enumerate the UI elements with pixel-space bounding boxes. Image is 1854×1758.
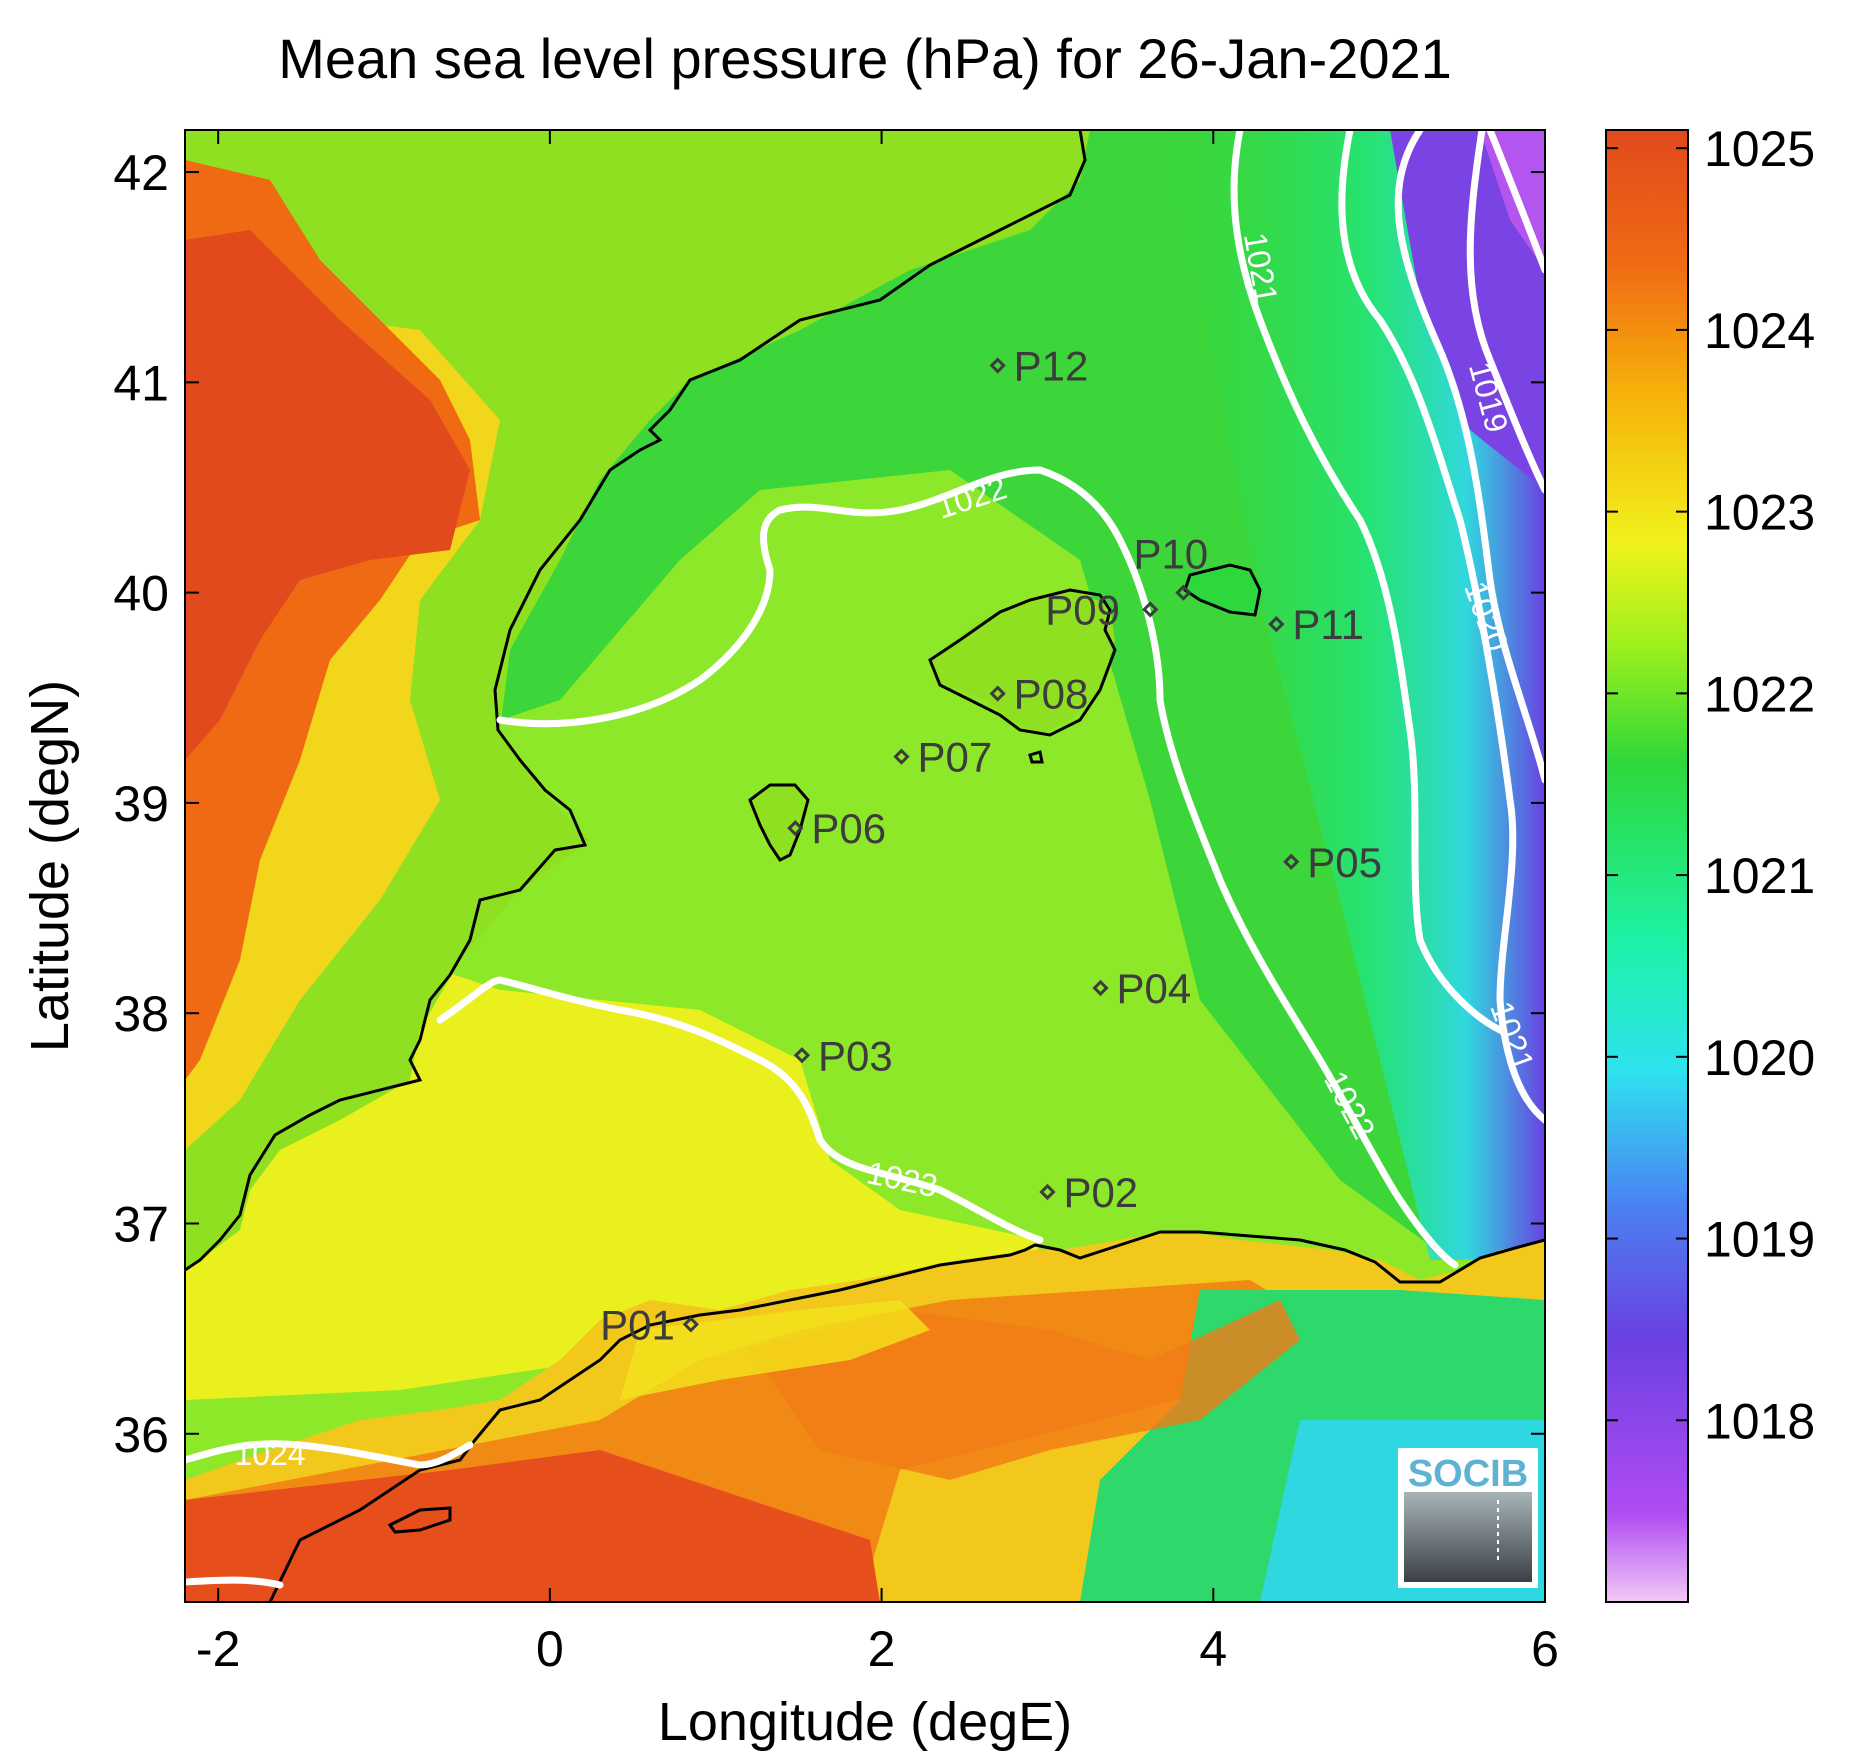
isobar-1020 (1394, 130, 1545, 784)
station-label: P03 (818, 1032, 893, 1079)
coastline-majorca (928, 588, 1117, 737)
coastline-iberia (185, 130, 1087, 1272)
majorca (930, 590, 1115, 735)
coastline-africa (268, 1230, 1545, 1602)
colorbar-tick-label: 1025 (1704, 121, 1815, 177)
x-tick-label: -2 (196, 1621, 240, 1677)
y-tick-label: 42 (113, 145, 169, 201)
y-tick-label: 39 (113, 776, 169, 832)
station-label: P10 (1133, 531, 1208, 578)
colorbar-tick-label: 1021 (1704, 848, 1815, 904)
colorbar: 1025 1024 1023 1022 1021 1020 1019 1018 (1605, 121, 1815, 1603)
y-tick-label: 40 (113, 566, 169, 622)
station-label: P09 (1045, 586, 1120, 633)
isobar-1019 (1466, 130, 1545, 494)
station-diamond-icon (893, 748, 910, 765)
colorbar-tick-label: 1024 (1704, 303, 1815, 359)
station-p12: P12 (989, 343, 1089, 390)
station-label: P05 (1307, 839, 1382, 886)
land-africa-red (185, 1450, 880, 1602)
station-diamond-icon (1092, 979, 1109, 997)
isobar-1021-west (1230, 130, 1504, 1034)
colorbar-tick-label: 1019 (1704, 1212, 1815, 1268)
station-diamond-icon (1142, 601, 1159, 618)
station-diamond-icon (787, 820, 804, 837)
colorbar-ticks: 1025 1024 1023 1022 1021 1020 1019 1018 (1606, 121, 1815, 1449)
x-tick-label: 0 (536, 1621, 564, 1677)
station-p10: P10 (1133, 531, 1208, 601)
colorbar-gradient (1605, 129, 1689, 1603)
station-label: P12 (1014, 343, 1089, 390)
map-frame (184, 129, 1546, 1603)
station-diamond-icon (1268, 616, 1285, 633)
isobar-1024 (185, 1440, 474, 1469)
colorbar-tick-label: 1018 (1704, 1393, 1815, 1449)
station-p09: P09 (1045, 586, 1159, 633)
menorca (1185, 565, 1260, 615)
station-label: P06 (811, 805, 886, 852)
station-diamond-icon (793, 1047, 811, 1064)
coastline-ibiza (748, 783, 810, 862)
chart-title: Mean sea level pressure (hPa) for 26-Jan… (278, 27, 1452, 90)
land-iberia-red (185, 230, 470, 760)
station-p04: P04 (1092, 965, 1192, 1012)
coastline-alboran (387, 1506, 452, 1534)
y-axis-label: Latitude (degN) (20, 680, 80, 1052)
x-axis-ticks: -2 0 2 4 6 (196, 130, 1559, 1677)
station-p01: P01 (600, 1301, 699, 1348)
y-tick-label: 36 (113, 1407, 169, 1463)
station-label: P07 (917, 734, 992, 781)
y-axis-ticks: 36 37 38 39 40 41 42 (113, 145, 1545, 1463)
ibiza (750, 785, 808, 860)
coastline-cabrera (1028, 750, 1044, 764)
x-tick-label: 4 (1199, 1621, 1227, 1677)
station-p07: P07 (893, 734, 992, 781)
station-diamond-icon (682, 1316, 699, 1333)
logo-text: SOCIB (1408, 1453, 1528, 1495)
station-label: P08 (1014, 671, 1089, 718)
x-tick-label: 6 (1531, 1621, 1559, 1677)
station-label: P04 (1117, 965, 1192, 1012)
contour-label-1024: 1024 (234, 1436, 305, 1472)
isobars (185, 130, 1545, 1589)
sea-east-gradient (1150, 130, 1545, 1260)
colorbar-tick-label: 1020 (1704, 1030, 1815, 1086)
y-tick-label: 38 (113, 986, 169, 1042)
station-p05: P05 (1283, 839, 1382, 886)
isobar-1024-bottom (185, 1576, 284, 1589)
isobar-1023 (436, 976, 1044, 1244)
y-tick-label: 37 (113, 1196, 169, 1252)
isobar-1022-main (496, 466, 1459, 1269)
socib-logo: SOCIB (1398, 1448, 1538, 1588)
station-diamond-icon (989, 685, 1006, 702)
station-label: P11 (1292, 601, 1364, 648)
station-p03: P03 (793, 1032, 893, 1079)
station-diamond-icon (1283, 853, 1300, 870)
colorbar-tick-label: 1022 (1704, 666, 1815, 722)
station-markers: P01 P02 P03 P04 P05 P06 P07 P08 P09 P10 P11 P12 (600, 343, 1382, 1349)
x-tick-label: 2 (868, 1621, 896, 1677)
logo-image (1404, 1492, 1532, 1582)
station-label: P01 (600, 1301, 675, 1348)
map-area: 1019 1020 1021 1021 1022 1022 1023 1024 … (185, 130, 1545, 1602)
station-p11: P11 (1268, 601, 1364, 648)
isobar-1019-b (1486, 130, 1545, 274)
colorbar-tick-label: 1023 (1704, 485, 1815, 541)
station-diamond-icon (1039, 1183, 1056, 1201)
station-label: P02 (1063, 1169, 1138, 1216)
station-diamond-icon (989, 357, 1006, 374)
station-diamond-icon (1175, 584, 1192, 601)
station-p02: P02 (1039, 1169, 1138, 1216)
station-p06: P06 (787, 805, 886, 852)
station-p08: P08 (989, 671, 1089, 718)
isobar-1021 (1338, 130, 1545, 1124)
x-axis-label: Longitude (degE) (658, 1692, 1072, 1752)
y-tick-label: 41 (113, 355, 169, 411)
